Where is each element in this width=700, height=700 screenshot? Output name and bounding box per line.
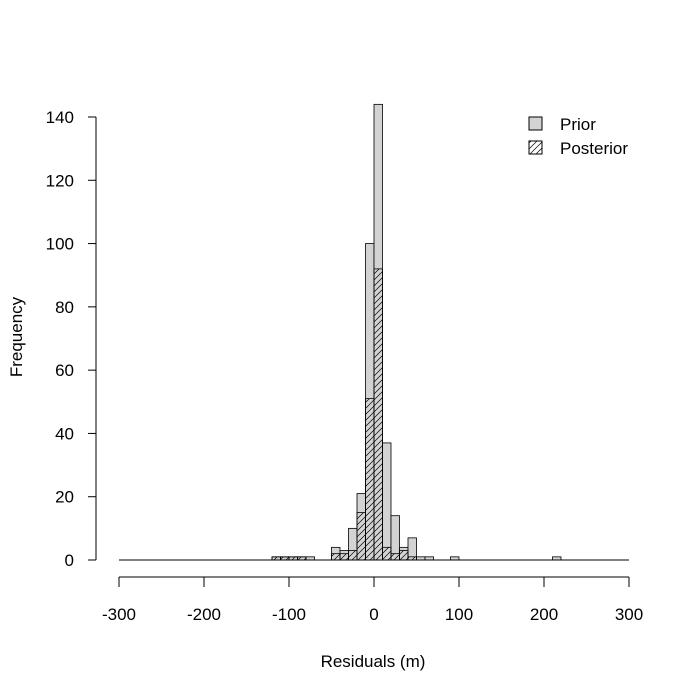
x-tick-label: 300 — [615, 605, 643, 624]
posterior-bar — [356, 512, 366, 561]
y-tick-label: 120 — [46, 171, 74, 190]
y-tick-label: 60 — [55, 361, 74, 380]
x-tick-label: 200 — [530, 605, 558, 624]
prior-bars — [271, 103, 562, 561]
y-axis: 0 20 40 60 80 100 120 140 — [46, 108, 97, 570]
x-tick-label: 0 — [369, 605, 378, 624]
posterior-bar — [373, 268, 383, 561]
x-tick-label: -200 — [187, 605, 221, 624]
posterior-bar — [331, 553, 341, 561]
posterior-bar — [348, 550, 358, 561]
legend: Prior Posterior — [528, 115, 628, 158]
legend-label-prior: Prior — [560, 115, 596, 134]
posterior-bar — [390, 553, 400, 561]
prior-bar — [382, 442, 392, 561]
legend-swatch-posterior — [528, 140, 543, 155]
y-tick-label: 80 — [55, 298, 74, 317]
x-axis-title: Residuals (m) — [321, 652, 426, 671]
y-axis-title: Frequency — [7, 296, 26, 377]
legend-label-posterior: Posterior — [560, 139, 628, 158]
posterior-bar — [365, 398, 375, 561]
y-tick-label: 0 — [65, 551, 74, 570]
x-axis: -300 -200 -100 0 100 200 300 — [102, 576, 643, 624]
posterior-bar — [339, 553, 349, 561]
posterior-bar — [382, 546, 392, 561]
y-tick-label: 100 — [46, 235, 74, 254]
x-tick-label: 100 — [445, 605, 473, 624]
x-tick-label: -100 — [272, 605, 306, 624]
y-tick-label: 40 — [55, 424, 74, 443]
x-tick-label: -300 — [102, 605, 136, 624]
posterior-bar — [399, 550, 409, 561]
y-tick-label: 20 — [55, 488, 74, 507]
legend-swatch-prior — [528, 116, 543, 131]
y-tick-label: 140 — [46, 108, 74, 127]
